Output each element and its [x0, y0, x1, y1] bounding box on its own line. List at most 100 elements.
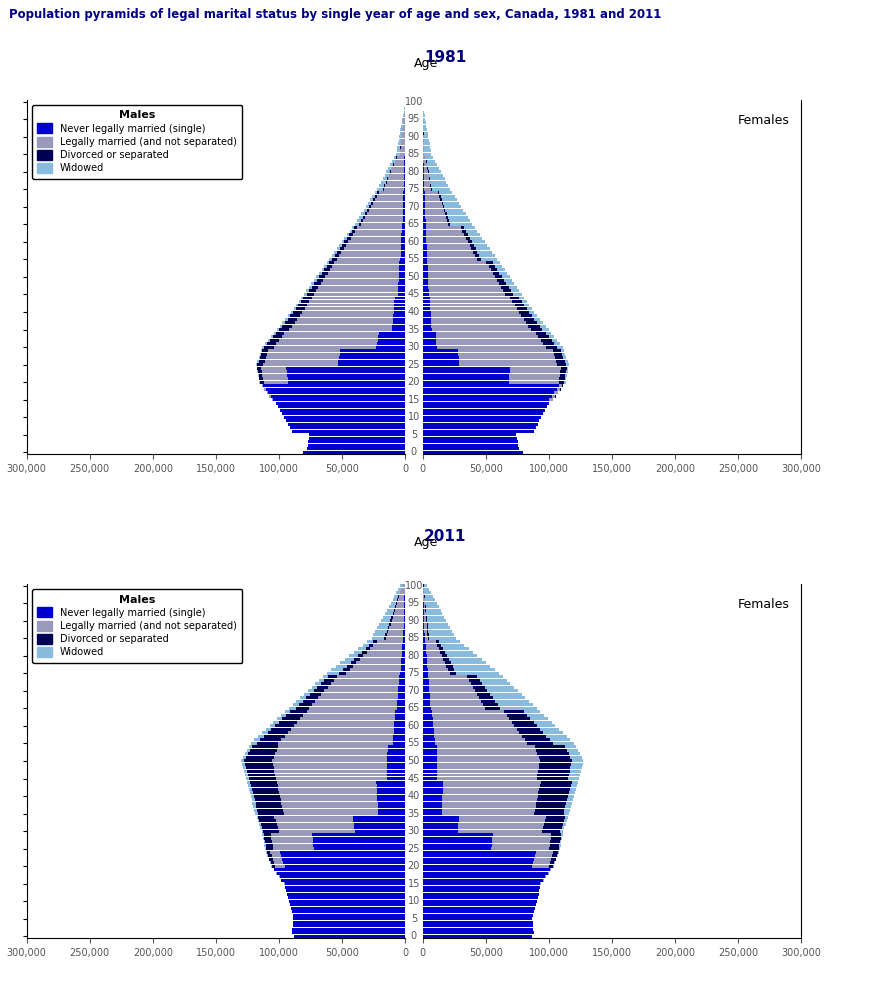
Bar — [423, 819, 458, 822]
Bar — [312, 286, 319, 289]
Bar — [344, 669, 350, 672]
Bar — [303, 310, 393, 313]
Bar — [423, 829, 457, 832]
Bar — [330, 268, 399, 271]
Bar — [402, 644, 405, 647]
Bar — [423, 805, 442, 808]
Bar — [424, 609, 425, 612]
Bar — [442, 787, 539, 790]
Bar — [312, 282, 314, 285]
Text: 0: 0 — [411, 447, 417, 457]
Legend: Never legally married (single), Legally married (and not separated), Divorced or: Never legally married (single), Legally … — [31, 589, 242, 663]
Bar — [375, 199, 403, 202]
Bar — [564, 819, 567, 822]
Bar — [572, 759, 584, 762]
Bar — [423, 237, 426, 240]
Bar — [385, 181, 386, 184]
Bar — [537, 321, 543, 324]
Bar — [438, 192, 440, 195]
Bar — [258, 815, 274, 818]
Bar — [429, 637, 456, 640]
Bar — [317, 279, 323, 282]
Bar — [559, 843, 561, 846]
Bar — [338, 359, 405, 362]
Bar — [549, 847, 559, 850]
Bar — [427, 658, 443, 661]
Bar — [423, 437, 517, 440]
Bar — [392, 739, 405, 742]
Bar — [423, 345, 437, 348]
Bar — [437, 644, 441, 647]
Bar — [455, 669, 495, 672]
Bar — [284, 812, 378, 815]
Bar — [265, 840, 272, 843]
Bar — [538, 794, 568, 797]
Bar — [292, 324, 392, 327]
Bar — [381, 619, 390, 622]
Bar — [424, 121, 426, 124]
Bar — [425, 626, 427, 629]
Bar — [424, 174, 429, 177]
Bar — [259, 377, 263, 380]
Text: 0: 0 — [411, 931, 417, 941]
Bar — [423, 185, 425, 188]
Bar — [243, 755, 247, 758]
Bar — [394, 725, 405, 728]
Text: 100: 100 — [405, 581, 423, 591]
Bar — [325, 679, 334, 682]
Bar — [317, 275, 320, 278]
Bar — [553, 742, 574, 745]
Bar — [300, 314, 393, 317]
Bar — [266, 728, 271, 731]
Bar — [312, 833, 405, 836]
Bar — [532, 861, 550, 864]
Bar — [391, 164, 393, 167]
Bar — [403, 626, 405, 629]
Bar — [423, 430, 534, 433]
Bar — [526, 321, 537, 324]
Bar — [423, 216, 425, 219]
Bar — [436, 335, 538, 338]
Bar — [258, 812, 284, 815]
Bar — [365, 213, 367, 216]
Bar — [423, 244, 426, 247]
Bar — [423, 271, 428, 274]
Bar — [423, 836, 492, 839]
Text: 10: 10 — [408, 412, 420, 422]
Bar — [423, 391, 554, 394]
Bar — [423, 658, 427, 661]
Bar — [373, 195, 375, 198]
Bar — [429, 171, 441, 174]
Bar — [537, 801, 566, 804]
Bar — [332, 264, 400, 267]
Bar — [390, 174, 404, 177]
Bar — [427, 261, 487, 264]
Bar — [434, 735, 522, 738]
Bar — [427, 264, 489, 267]
Bar — [423, 359, 459, 362]
Bar — [504, 711, 524, 714]
Bar — [398, 598, 404, 601]
Bar — [260, 352, 262, 355]
Bar — [387, 178, 388, 181]
Bar — [388, 626, 390, 629]
Bar — [355, 829, 405, 832]
Bar — [556, 359, 564, 362]
Bar — [428, 669, 448, 672]
Bar — [271, 335, 273, 338]
Bar — [549, 398, 553, 401]
Bar — [564, 808, 570, 811]
Bar — [376, 780, 405, 783]
Bar — [402, 651, 405, 654]
Bar — [352, 227, 354, 230]
Bar — [392, 321, 405, 324]
Bar — [288, 380, 405, 383]
Bar — [423, 693, 430, 696]
Bar — [401, 658, 405, 661]
Bar — [424, 139, 429, 142]
Bar — [423, 223, 425, 226]
Bar — [401, 135, 405, 138]
Bar — [404, 609, 405, 612]
Bar — [334, 679, 399, 682]
Bar — [423, 763, 437, 766]
